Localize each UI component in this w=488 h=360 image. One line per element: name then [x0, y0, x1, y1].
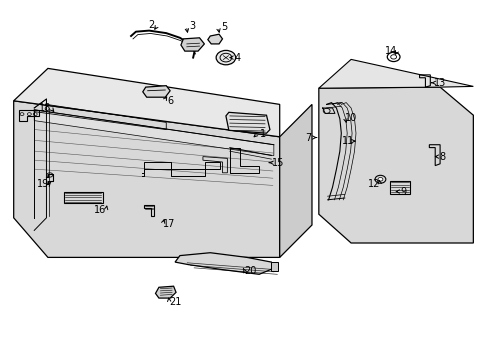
Text: 19: 19 — [37, 179, 49, 189]
Polygon shape — [318, 87, 472, 243]
Polygon shape — [207, 34, 222, 44]
Polygon shape — [14, 101, 279, 257]
Text: 3: 3 — [189, 21, 195, 31]
Circle shape — [377, 177, 382, 181]
Text: 5: 5 — [221, 22, 226, 32]
Text: 9: 9 — [400, 186, 406, 197]
Text: 15: 15 — [271, 158, 284, 168]
Text: 12: 12 — [367, 179, 380, 189]
Text: 18: 18 — [39, 103, 51, 113]
Polygon shape — [14, 68, 279, 137]
Text: 4: 4 — [234, 53, 240, 63]
Circle shape — [390, 55, 396, 59]
Text: 14: 14 — [384, 46, 397, 56]
Circle shape — [216, 50, 235, 65]
Text: 20: 20 — [244, 266, 256, 276]
Text: 2: 2 — [148, 20, 154, 30]
Text: 11: 11 — [341, 136, 354, 146]
Polygon shape — [34, 110, 273, 156]
Text: 17: 17 — [162, 219, 175, 229]
Polygon shape — [271, 262, 277, 271]
Polygon shape — [279, 104, 311, 257]
Polygon shape — [318, 59, 472, 88]
Text: 21: 21 — [168, 297, 181, 307]
Text: 13: 13 — [433, 78, 446, 88]
Text: 6: 6 — [167, 96, 173, 106]
Polygon shape — [175, 253, 273, 274]
Text: 8: 8 — [439, 152, 445, 162]
Polygon shape — [155, 286, 176, 298]
Text: 10: 10 — [344, 113, 357, 123]
Polygon shape — [142, 86, 170, 97]
Text: 1: 1 — [260, 129, 265, 139]
Text: 7: 7 — [305, 132, 310, 143]
Polygon shape — [181, 38, 204, 51]
Text: 16: 16 — [94, 204, 106, 215]
Polygon shape — [225, 112, 269, 133]
